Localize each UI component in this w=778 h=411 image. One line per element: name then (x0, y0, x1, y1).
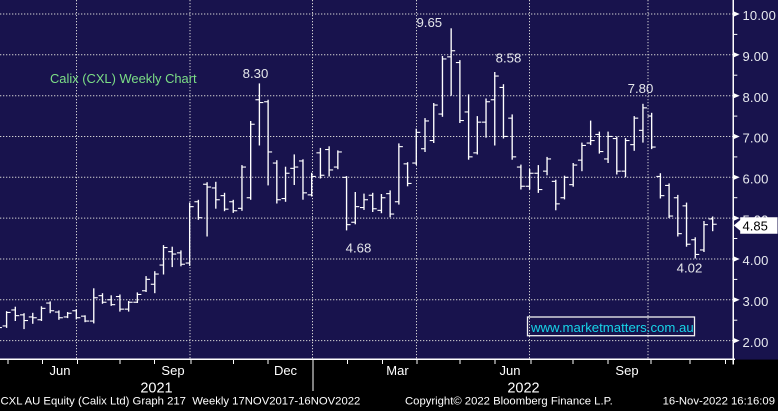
svg-text:2022: 2022 (507, 381, 539, 397)
svg-text:2.00: 2.00 (743, 335, 769, 350)
svg-text:Dec: Dec (274, 363, 298, 378)
svg-text:16-Nov-2022 16:16:09: 16-Nov-2022 16:16:09 (663, 396, 775, 408)
svg-text:9.00: 9.00 (743, 49, 769, 64)
svg-text:8.58: 8.58 (496, 51, 522, 66)
svg-text:7.00: 7.00 (743, 131, 769, 146)
svg-text:Copyright© 2022 Bloomberg Fina: Copyright© 2022 Bloomberg Finance L.P. (405, 396, 613, 408)
svg-text:8.30: 8.30 (243, 66, 269, 81)
svg-text:6.00: 6.00 (743, 172, 769, 187)
svg-text:Mar: Mar (386, 363, 409, 378)
svg-text:4.85: 4.85 (743, 219, 768, 234)
svg-text:4.68: 4.68 (346, 240, 372, 255)
svg-text:Sep: Sep (161, 363, 184, 378)
svg-text:10.00: 10.00 (743, 8, 777, 23)
svg-text:7.80: 7.80 (628, 81, 654, 96)
svg-text:2021: 2021 (140, 381, 172, 397)
svg-text:9.65: 9.65 (416, 15, 442, 30)
svg-text:4.02: 4.02 (677, 261, 703, 276)
svg-text:Sep: Sep (615, 363, 638, 378)
svg-text:CXL AU Equity (Calix Ltd) Grap: CXL AU Equity (Calix Ltd) Graph 217 Week… (1, 396, 361, 408)
svg-text:Calix (CXL) Weekly Chart: Calix (CXL) Weekly Chart (50, 71, 197, 86)
svg-text:www.marketmatters.com.au: www.marketmatters.com.au (530, 320, 694, 335)
svg-text:Jun: Jun (500, 363, 521, 378)
svg-text:4.00: 4.00 (743, 253, 769, 268)
svg-text:Jun: Jun (50, 363, 71, 378)
svg-text:3.00: 3.00 (743, 294, 769, 309)
svg-text:8.00: 8.00 (743, 90, 769, 105)
